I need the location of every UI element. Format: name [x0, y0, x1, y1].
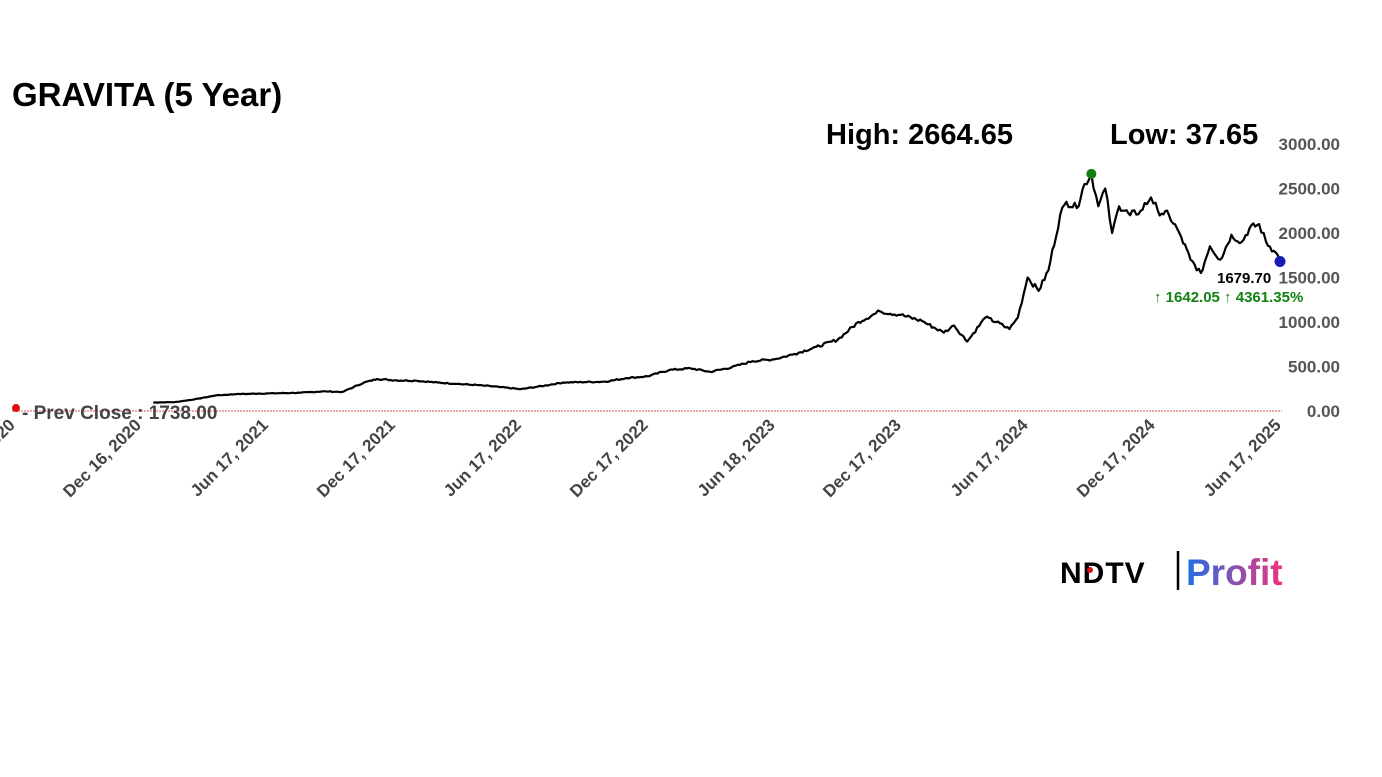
prev-close-marker — [12, 404, 20, 412]
x-tick-label: Jun 17, 2021 — [187, 415, 272, 500]
x-tick-label: Jun 17, 2024 — [947, 415, 1032, 500]
y-tick-label: 1000.00 — [1279, 313, 1340, 332]
x-tick-label: Dec 17, 2024 — [1073, 415, 1159, 501]
ndtv-logo-dot — [1087, 567, 1093, 573]
x-axis: Jun 17, 2020 Dec 16, 2020 Jun 17, 2021 Dec … — [0, 415, 1285, 501]
y-tick-label: 0.00 — [1307, 402, 1340, 421]
profit-logo: Profit — [1186, 552, 1283, 593]
ndtv-logo: NDTV — [1060, 557, 1146, 590]
y-tick-label: 2000.00 — [1279, 224, 1340, 243]
y-tick-label: 3000.00 — [1279, 135, 1340, 154]
x-tick-label: Dec 17, 2021 — [313, 415, 399, 501]
y-tick-label: 500.00 — [1288, 358, 1340, 377]
last-marker — [1274, 256, 1286, 268]
x-tick-label: Dec 17, 2022 — [566, 415, 652, 501]
prev-close-label: - Prev Close : 1738.00 — [22, 403, 217, 424]
x-tick-label: Jun 17, 2020 — [0, 415, 19, 500]
x-tick-label: Jun 17, 2025 — [1200, 415, 1285, 500]
x-tick-label: Dec 16, 2020 — [59, 415, 145, 501]
y-tick-label: 1500.00 — [1279, 269, 1340, 288]
high-label: High: 2664.65 — [826, 119, 1013, 151]
y-axis: 0.00 500.00 1000.00 1500.00 2000.00 2500.00 30… — [1279, 135, 1340, 421]
price-line — [153, 172, 1283, 404]
y-tick-label: 2500.00 — [1279, 180, 1340, 199]
high-marker — [1086, 168, 1097, 179]
x-tick-label: Dec 17, 2023 — [819, 415, 905, 501]
change-label: ↑ 1642.05 ↑ 4361.35% — [1154, 289, 1303, 306]
low-label: Low: 37.65 — [1110, 119, 1258, 151]
x-tick-label: Jun 17, 2022 — [440, 415, 525, 500]
chart-title: GRAVITA (5 Year) — [12, 76, 282, 113]
last-value-label: 1679.70 — [1217, 270, 1271, 287]
x-tick-label: Jun 18, 2023 — [694, 415, 779, 500]
